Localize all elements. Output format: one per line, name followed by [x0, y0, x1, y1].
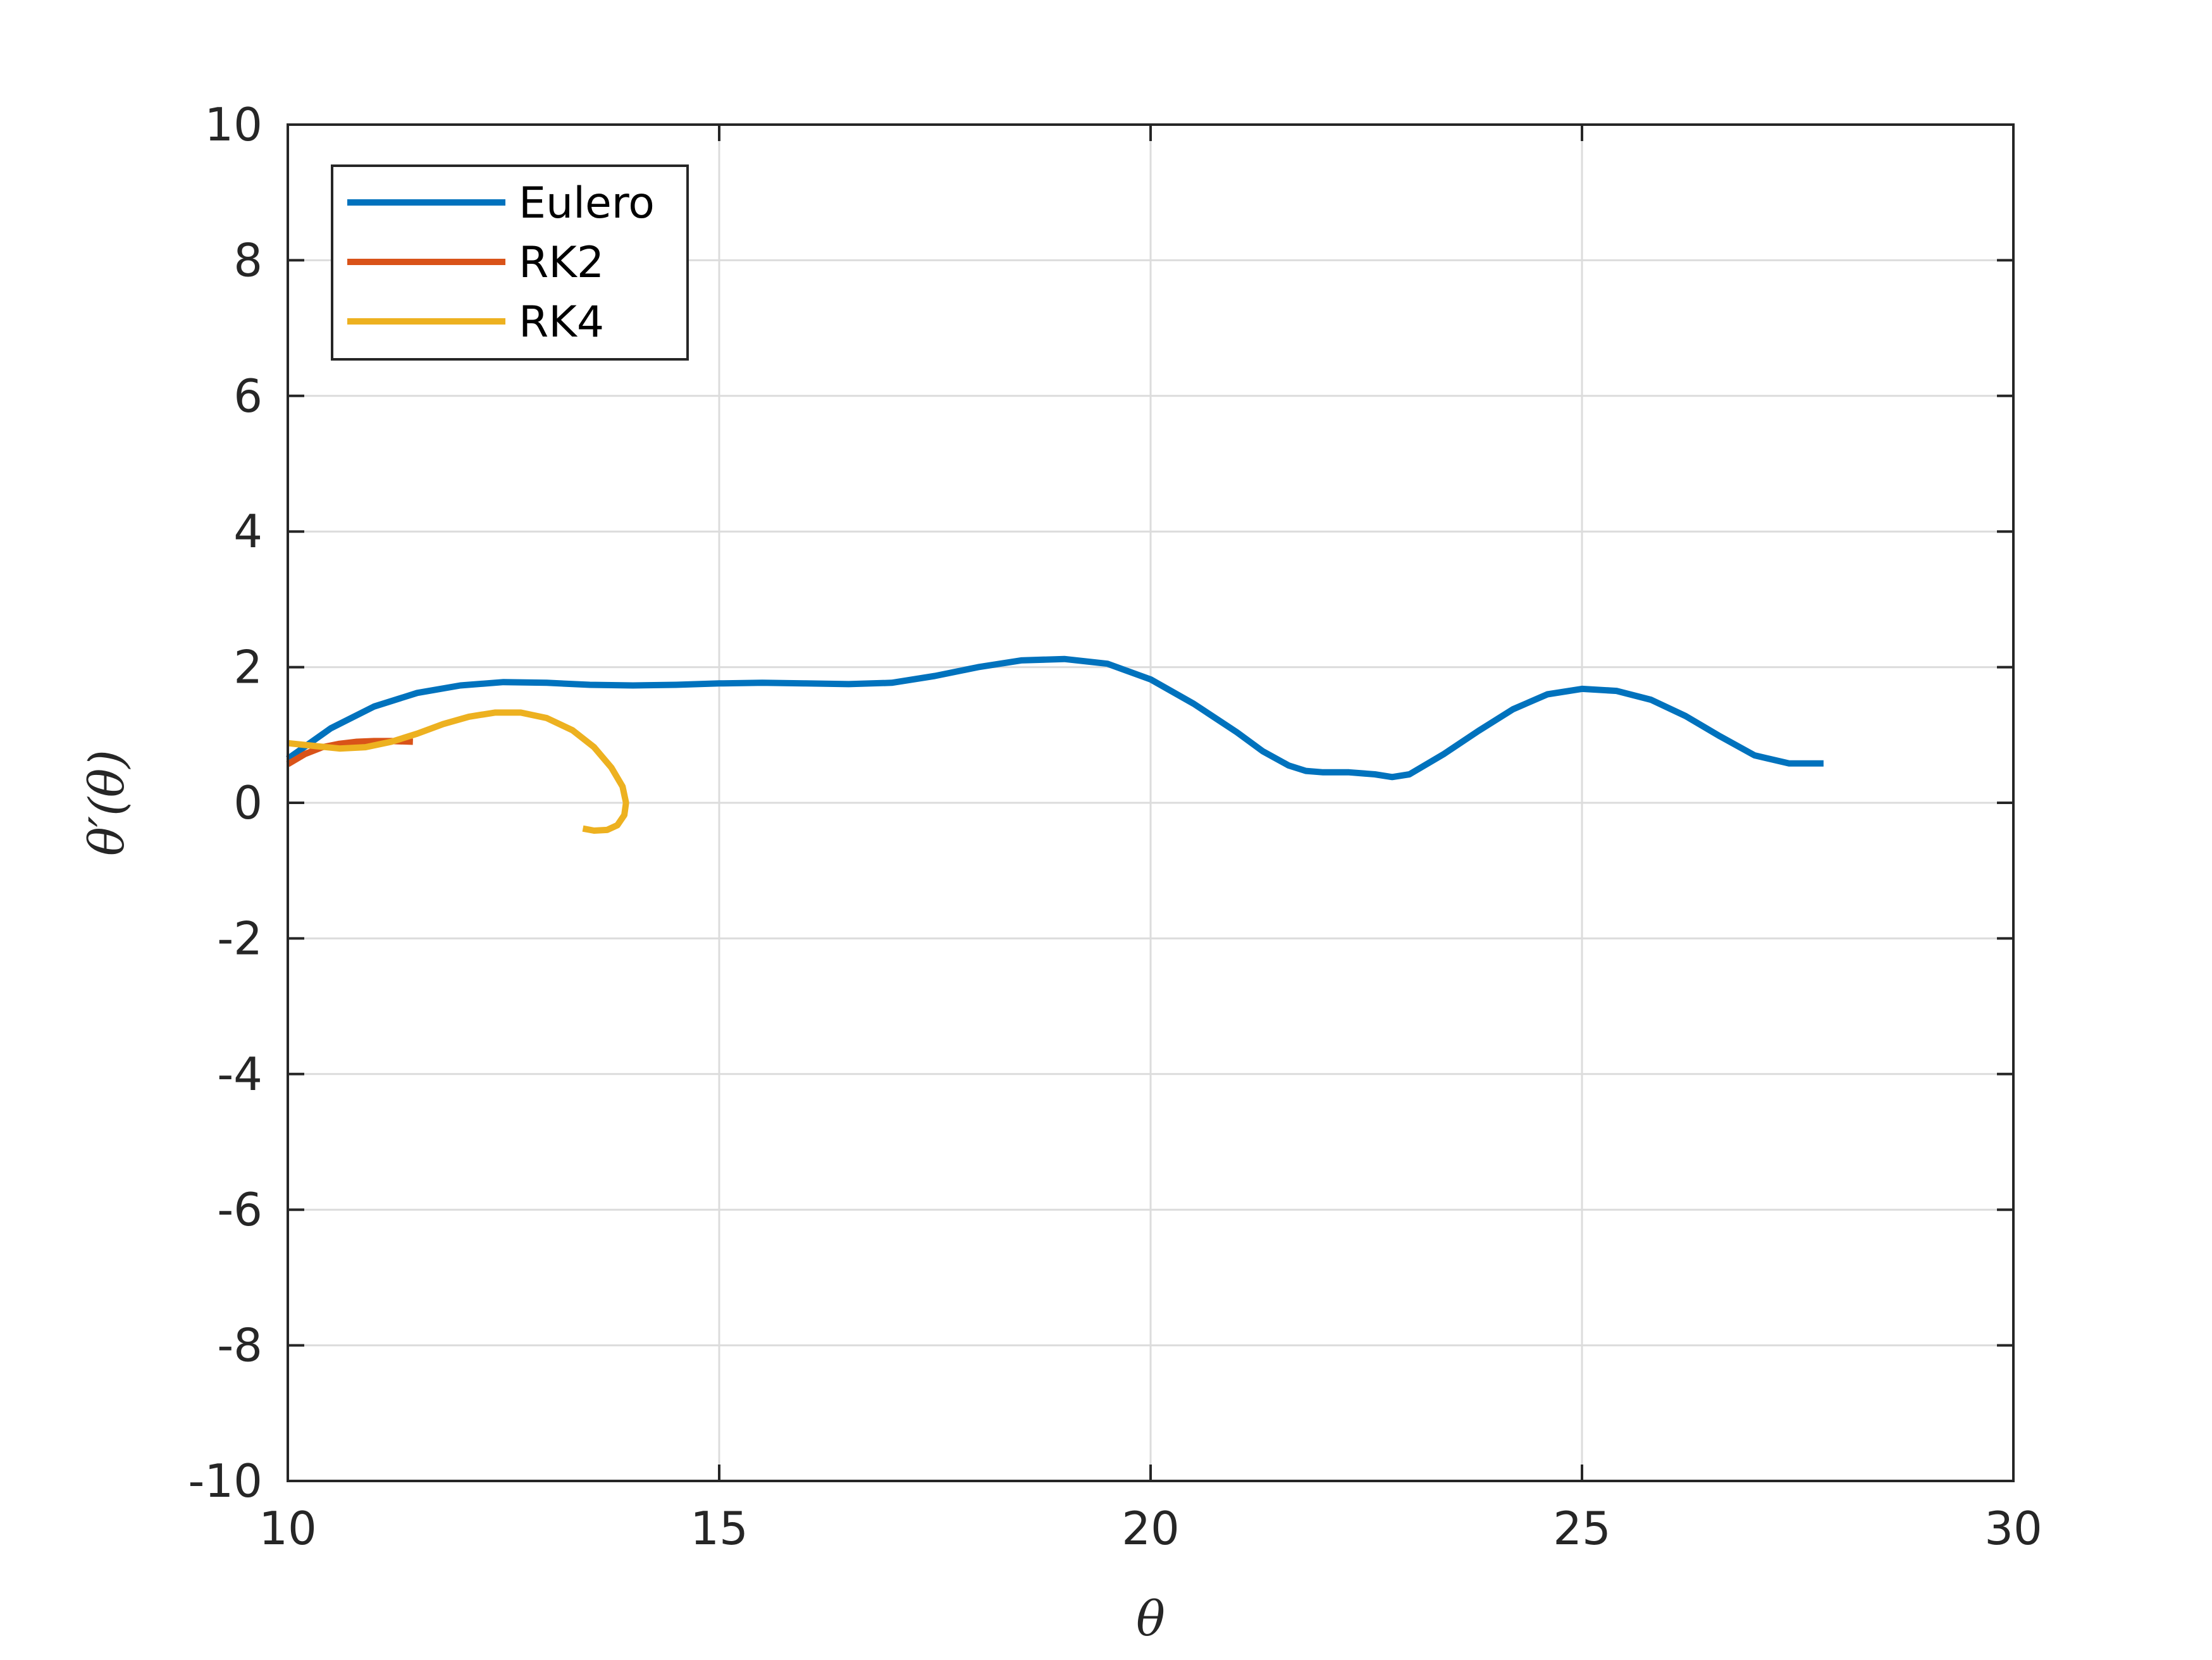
y-tick-label: 6	[233, 369, 263, 423]
y-tick-label: 2	[233, 641, 263, 694]
y-tick-label: -10	[188, 1454, 263, 1508]
tick-labels: 10 15 20 25 30 -10 -8 -6 -4 -2 0 2 4 6 8 10	[188, 98, 2042, 1555]
x-tick-label: 10	[259, 1502, 317, 1555]
legend-label-rk2: RK2	[519, 238, 604, 288]
y-tick-label: 4	[233, 505, 263, 558]
x-axis-label: θ	[1136, 1590, 1165, 1647]
y-tick-label: -4	[217, 1048, 263, 1101]
y-tick-label: -6	[217, 1183, 263, 1236]
x-tick-label: 20	[1121, 1502, 1180, 1555]
series-layer	[286, 655, 1824, 834]
x-tick-label: 30	[1984, 1502, 2042, 1555]
y-tick-label: 8	[233, 233, 263, 287]
y-tick-label: -8	[217, 1319, 263, 1372]
y-tick-label: 10	[204, 98, 263, 151]
legend-label-eulero: Eulero	[519, 178, 655, 228]
x-tick-label: 25	[1553, 1502, 1611, 1555]
legend-label-rk4: RK4	[519, 297, 604, 347]
x-tick-label: 15	[690, 1502, 748, 1555]
series-line-rk4	[287, 709, 629, 834]
y-tick-label: 0	[233, 776, 263, 829]
axes	[287, 123, 2015, 1482]
legend: Eulero RK2 RK4	[331, 164, 689, 361]
y-tick-label: -2	[217, 912, 263, 965]
series-line-eulero	[286, 655, 1824, 781]
y-axis-label: θ′(θ)	[78, 750, 135, 856]
